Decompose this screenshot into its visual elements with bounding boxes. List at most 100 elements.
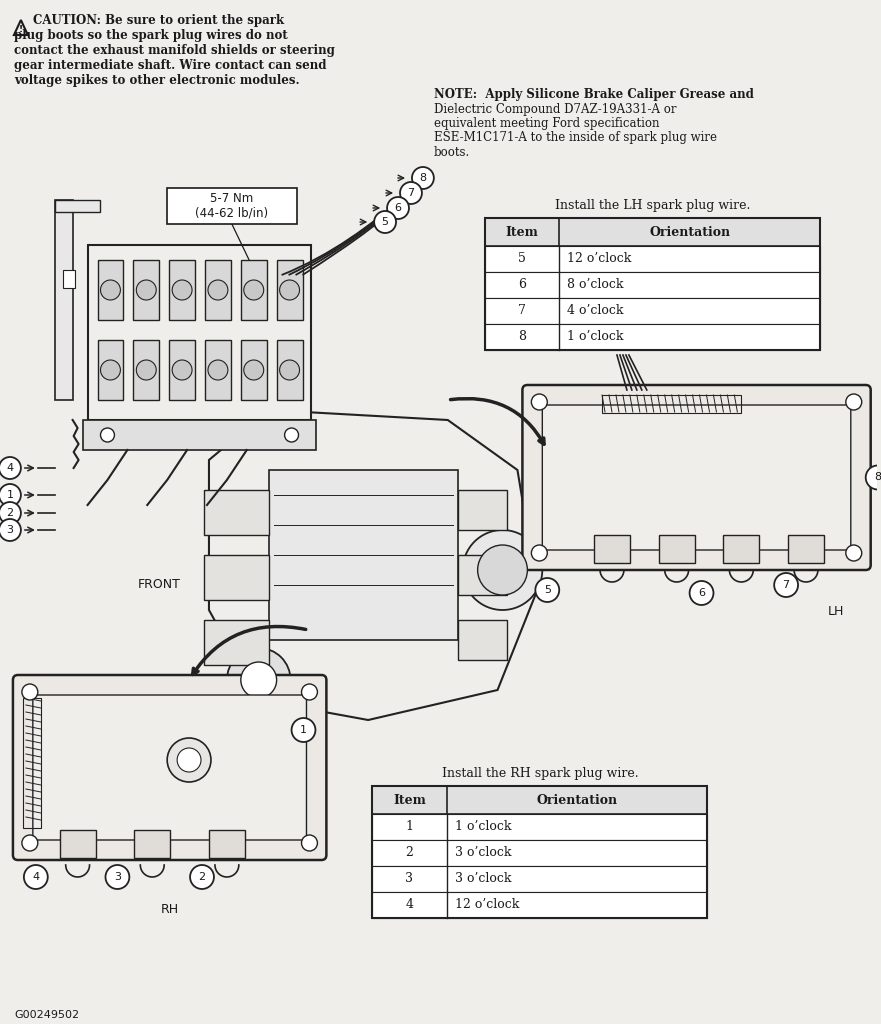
Circle shape — [400, 182, 422, 204]
Bar — [87, 245, 312, 420]
Text: 2: 2 — [198, 872, 205, 882]
Bar — [134, 830, 170, 858]
Circle shape — [177, 748, 201, 772]
Bar — [169, 340, 195, 400]
Text: 8: 8 — [518, 331, 526, 343]
Bar — [458, 490, 507, 530]
Text: ESE-M1C171-A to the inside of spark plug wire: ESE-M1C171-A to the inside of spark plug… — [433, 131, 717, 144]
Bar — [485, 272, 820, 298]
FancyBboxPatch shape — [522, 385, 870, 570]
Text: voltage spikes to other electronic modules.: voltage spikes to other electronic modul… — [14, 74, 300, 87]
Text: plug boots so the spark plug wires do not: plug boots so the spark plug wires do no… — [14, 29, 288, 42]
Circle shape — [463, 530, 543, 610]
Text: Orientation: Orientation — [649, 225, 730, 239]
Bar — [277, 340, 302, 400]
Text: G00249502: G00249502 — [14, 1010, 79, 1020]
Bar — [205, 340, 231, 400]
Bar — [204, 490, 269, 535]
Circle shape — [0, 484, 21, 506]
Bar — [372, 786, 707, 918]
Circle shape — [100, 280, 121, 300]
Circle shape — [285, 428, 299, 442]
Text: 12 o’clock: 12 o’clock — [455, 898, 519, 911]
Circle shape — [531, 394, 547, 410]
Bar — [372, 814, 707, 840]
Circle shape — [531, 545, 547, 561]
Circle shape — [244, 360, 263, 380]
Circle shape — [478, 545, 528, 595]
Bar — [204, 555, 269, 600]
Text: 5: 5 — [518, 253, 526, 265]
Circle shape — [536, 578, 559, 602]
Bar — [458, 555, 507, 595]
Bar — [169, 260, 195, 319]
Text: 1: 1 — [6, 490, 13, 500]
Text: NOTE:  Apply Silicone Brake Caliper Grease and: NOTE: Apply Silicone Brake Caliper Greas… — [433, 88, 754, 101]
Bar — [63, 270, 75, 288]
Text: 3 o’clock: 3 o’clock — [455, 872, 511, 886]
Bar — [788, 535, 824, 563]
Bar — [485, 218, 820, 246]
Circle shape — [172, 280, 192, 300]
Text: equivalent meeting Ford specification: equivalent meeting Ford specification — [433, 117, 659, 130]
Bar — [723, 535, 759, 563]
Text: 7: 7 — [782, 580, 789, 590]
Circle shape — [137, 280, 156, 300]
Circle shape — [167, 738, 211, 782]
Text: boots.: boots. — [433, 146, 470, 159]
Bar — [205, 260, 231, 319]
Circle shape — [690, 581, 714, 605]
Text: Item: Item — [393, 794, 426, 807]
Text: Install the LH spark plug wire.: Install the LH spark plug wire. — [554, 199, 750, 212]
Text: Dielectric Compound D7AZ-19A331-A or: Dielectric Compound D7AZ-19A331-A or — [433, 102, 677, 116]
Text: 7: 7 — [518, 304, 526, 317]
Text: 5-7 Nm
(44-62 lb/in): 5-7 Nm (44-62 lb/in) — [196, 193, 269, 220]
Text: LH: LH — [827, 605, 844, 618]
Text: 4: 4 — [405, 898, 413, 911]
Circle shape — [292, 718, 315, 742]
Text: Orientation: Orientation — [537, 794, 618, 807]
Text: 5: 5 — [544, 585, 551, 595]
Bar — [55, 200, 100, 212]
Bar — [60, 830, 95, 858]
Circle shape — [412, 167, 433, 189]
FancyBboxPatch shape — [33, 695, 307, 840]
Circle shape — [24, 865, 48, 889]
Text: 5: 5 — [381, 217, 389, 227]
Circle shape — [279, 360, 300, 380]
Circle shape — [846, 394, 862, 410]
Text: 2: 2 — [405, 847, 413, 859]
Bar — [485, 246, 820, 272]
Text: CAUTION: Be sure to orient the spark: CAUTION: Be sure to orient the spark — [33, 14, 284, 27]
Text: 3: 3 — [6, 525, 13, 535]
Bar — [277, 260, 302, 319]
Text: !: ! — [19, 25, 23, 34]
Bar — [55, 200, 72, 400]
Bar — [209, 830, 245, 858]
Circle shape — [279, 280, 300, 300]
Circle shape — [227, 648, 291, 712]
Text: Item: Item — [506, 225, 538, 239]
Circle shape — [208, 360, 228, 380]
Text: 1 o’clock: 1 o’clock — [455, 820, 511, 834]
Bar — [485, 218, 820, 350]
Circle shape — [100, 360, 121, 380]
FancyBboxPatch shape — [543, 406, 851, 550]
Bar — [241, 260, 267, 319]
Bar — [167, 188, 297, 224]
Text: 4: 4 — [6, 463, 13, 473]
Text: 3: 3 — [114, 872, 121, 882]
Circle shape — [22, 684, 38, 700]
Bar — [372, 786, 707, 814]
Circle shape — [241, 662, 277, 698]
Bar — [458, 620, 507, 660]
Bar — [133, 260, 159, 319]
Bar — [372, 840, 707, 866]
Circle shape — [100, 428, 115, 442]
Circle shape — [190, 865, 214, 889]
Text: Install the RH spark plug wire.: Install the RH spark plug wire. — [441, 767, 638, 780]
Bar — [659, 535, 694, 563]
Text: 8 o’clock: 8 o’clock — [567, 279, 624, 292]
Bar — [98, 260, 123, 319]
Text: 3: 3 — [405, 872, 413, 886]
